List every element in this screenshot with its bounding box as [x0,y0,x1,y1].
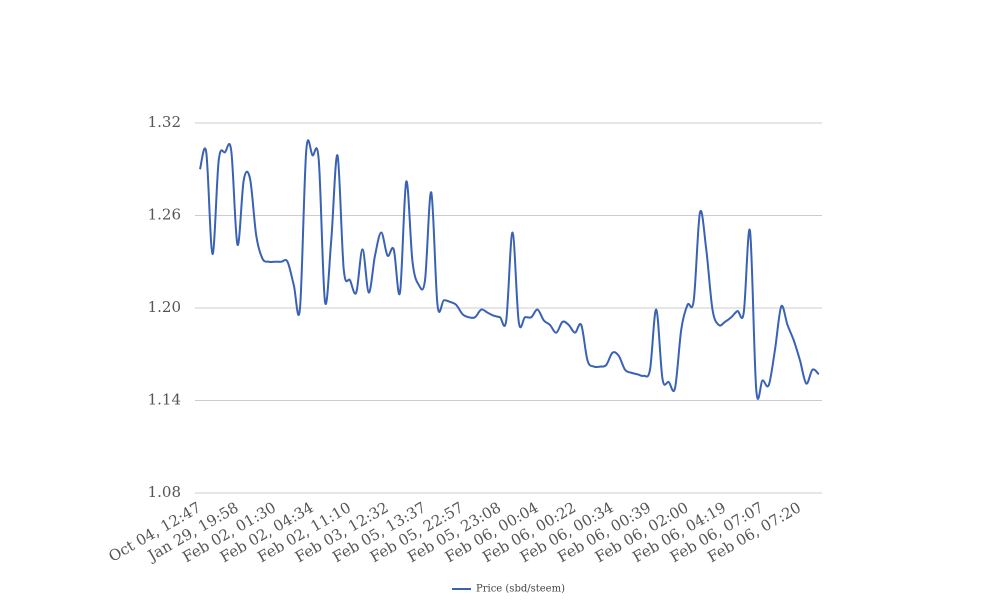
y-tick-label: 1.26 [148,206,181,224]
y-tick-label: 1.08 [148,483,181,501]
y-tick-label: 1.14 [148,391,181,409]
legend-label: Price (sbd/steem) [476,584,565,595]
price-line [199,139,820,400]
y-tick-label: 1.20 [148,298,181,316]
y-tick-label: 1.32 [148,113,181,131]
